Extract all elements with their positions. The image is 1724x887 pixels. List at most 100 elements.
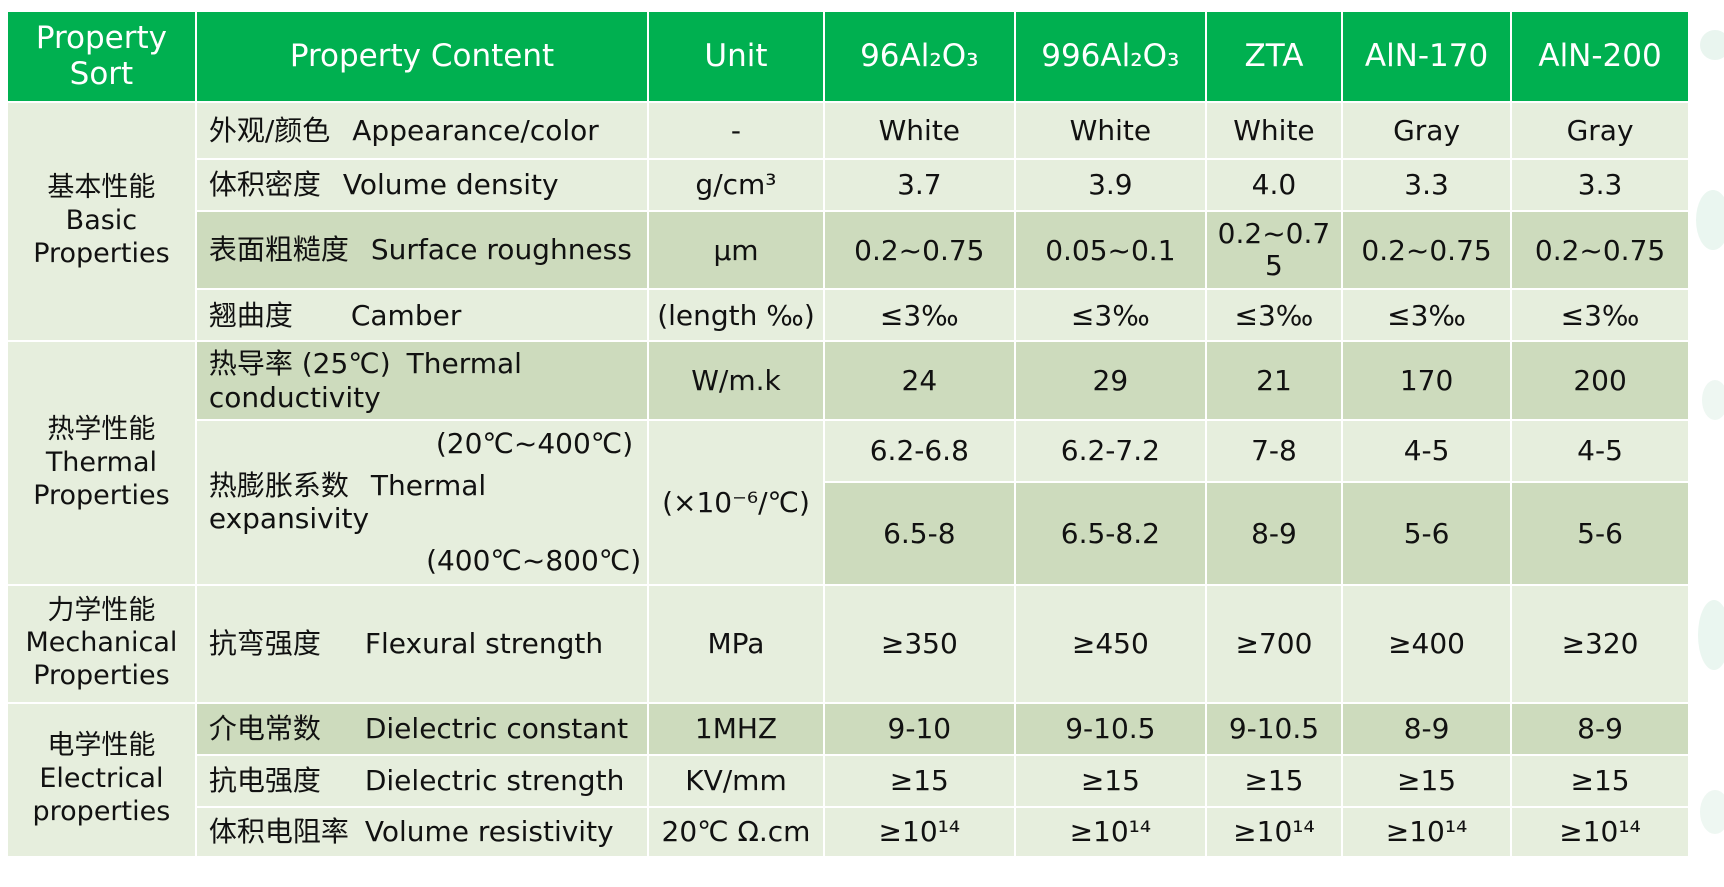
prop-en: Flexural strength <box>364 627 604 661</box>
prop-camber: 翘曲度 Camber <box>194 288 650 343</box>
table-row-expansion-2: 6.5-8 6.5-8.2 8-9 5-6 5-6 <box>7 481 1690 587</box>
prop-zh: 热导率 (25℃) <box>208 346 391 380</box>
prop-appearance: 外观/颜色 Appearance/color <box>194 101 650 160</box>
value-cell: ≥10¹⁴ <box>822 805 1016 859</box>
group-mechanical-zh: 力学性能 <box>47 594 156 626</box>
prop-zh: 体积电阻率 <box>208 815 349 849</box>
value-cell: ≥10¹⁴ <box>1510 805 1690 859</box>
prop-expansion: (20℃~400℃) 热膨胀系数 Thermal expansivity (400… <box>194 418 650 587</box>
value-cell: 170 <box>1341 340 1513 421</box>
header-unit: Unit <box>647 9 825 104</box>
value-cell: 8-9 <box>1204 481 1344 587</box>
value-cell: ≥450 <box>1013 584 1207 704</box>
prop-dielectric-strength: 抗电强度 Dielectric strength <box>194 753 650 808</box>
prop-zh: 介电常数 <box>208 711 321 745</box>
prop-en: Appearance/color <box>352 113 599 147</box>
value-cell: 200 <box>1510 340 1690 421</box>
group-basic-zh: 基本性能 <box>47 172 156 204</box>
table-row-resistivity: 体积电阻率 Volume resistivity 20℃ Ω.cm ≥10¹⁴ ≥… <box>7 805 1690 859</box>
group-electrical: 电学性能 Electrical properties <box>6 701 197 859</box>
value-cell: 8-9 <box>1341 701 1513 756</box>
unit-cell: - <box>647 101 825 160</box>
table-row-flexural: 力学性能 Mechanical Properties 抗弯强度 Flexural … <box>6 584 1690 704</box>
value-cell: ≥15 <box>1013 753 1207 808</box>
value-cell: 6.5-8 <box>822 481 1016 587</box>
value-cell: 0.2~0.75 <box>1341 209 1513 291</box>
value-cell: ≥400 <box>1341 584 1513 704</box>
prop-en: Thermal conductivity <box>208 346 522 414</box>
table-row-dielectric-strength: 抗电强度 Dielectric strength KV/mm ≥15 ≥15 ≥1… <box>7 753 1690 808</box>
value-cell: ≥10¹⁴ <box>1013 805 1207 859</box>
prop-conductivity: 热导率 (25℃) Thermal conductivity <box>194 340 650 421</box>
group-thermal: 热学性能 Thermal Properties <box>6 340 197 587</box>
value-cell: White <box>1013 101 1207 160</box>
value-cell: 6.5-8.2 <box>1013 481 1207 587</box>
unit-cell: KV/mm <box>647 753 825 808</box>
value-cell: 29 <box>1013 340 1207 421</box>
prop-density: 体积密度 Volume density <box>194 157 650 212</box>
header-aln170: AlN-170 <box>1341 9 1513 104</box>
value-cell: ≥15 <box>822 753 1016 808</box>
group-thermal-en: Thermal Properties <box>33 446 170 511</box>
header-zta: ZTA <box>1204 9 1344 104</box>
prop-dielectric-constant: 介电常数 Dielectric constant <box>194 701 650 756</box>
value-cell: 9-10.5 <box>1013 701 1207 756</box>
prop-en: Volume resistivity <box>364 815 614 849</box>
value-cell: ≥15 <box>1341 753 1513 808</box>
prop-en: Thermal expansivity <box>208 468 487 536</box>
header-96al2o3: 96Al₂O₃ <box>822 9 1016 104</box>
value-cell: ≥15 <box>1510 753 1690 808</box>
group-electrical-en: Electrical properties <box>32 763 171 828</box>
value-cell: 5-6 <box>1510 481 1690 587</box>
value-cell: 0.05~0.1 <box>1013 209 1207 291</box>
prop-resistivity: 体积电阻率 Volume resistivity <box>194 805 650 859</box>
value-cell: 7-8 <box>1204 418 1344 484</box>
unit-cell: MPa <box>647 584 825 704</box>
value-cell: ≥700 <box>1204 584 1344 704</box>
group-electrical-zh: 电学性能 <box>47 730 156 762</box>
header-property-content: Property Content <box>194 9 650 104</box>
value-cell: 0.2~0.75 <box>1204 209 1344 291</box>
group-mechanical: 力学性能 Mechanical Properties <box>6 584 197 704</box>
table-row-dielectric-constant: 电学性能 Electrical properties 介电常数 Dielectri… <box>6 701 1690 859</box>
value-cell: 6.2-7.2 <box>1013 418 1207 484</box>
value-cell: 6.2-6.8 <box>822 418 1016 484</box>
header-property-sort: Property Sort <box>6 9 197 104</box>
unit-cell: (×10⁻⁶/℃) <box>647 418 825 587</box>
unit-cell: 20℃ Ω.cm <box>647 805 825 859</box>
unit-cell: W/m.k <box>647 340 825 421</box>
value-cell: 4-5 <box>1341 418 1513 484</box>
value-cell: 0.2~0.75 <box>822 209 1016 291</box>
value-cell: 21 <box>1204 340 1344 421</box>
prop-zh: 体积密度 <box>208 168 321 202</box>
value-cell: Gray <box>1341 101 1513 160</box>
group-basic-en: Basic Properties <box>33 205 170 270</box>
prop-zh: 抗电强度 <box>208 764 321 798</box>
value-cell: ≤3‰ <box>1510 288 1690 343</box>
value-cell: Gray <box>1510 101 1690 160</box>
value-cell: ≤3‰ <box>1013 288 1207 343</box>
value-cell: 5-6 <box>1341 481 1513 587</box>
unit-cell: (length ‰) <box>647 288 825 343</box>
value-cell: 0.2~0.75 <box>1510 209 1690 291</box>
expansion-label: 热膨胀系数 Thermal expansivity <box>209 469 641 536</box>
value-cell: 9-10.5 <box>1204 701 1344 756</box>
value-cell: ≤3‰ <box>1204 288 1344 343</box>
unit-cell: μm <box>647 209 825 291</box>
table-row-roughness: 表面粗糙度 Surface roughness μm 0.2~0.75 0.05~… <box>7 209 1690 291</box>
prop-en: Volume density <box>342 168 559 202</box>
prop-zh: 热膨胀系数 <box>208 468 349 502</box>
prop-en: Dielectric strength <box>364 764 625 798</box>
value-cell: ≥10¹⁴ <box>1341 805 1513 859</box>
value-cell: ≥10¹⁴ <box>1204 805 1344 859</box>
properties-table: Property Sort Property Content Unit 96Al… <box>6 9 1690 859</box>
prop-en: Surface roughness <box>370 233 632 267</box>
value-cell: ≥350 <box>822 584 1016 704</box>
prop-zh: 抗弯强度 <box>208 627 321 661</box>
value-cell: White <box>822 101 1016 160</box>
header-996al2o3: 996Al₂O₃ <box>1013 9 1207 104</box>
prop-zh: 外观/颜色 <box>208 113 331 147</box>
value-cell: ≤3‰ <box>1341 288 1513 343</box>
prop-flexural: 抗弯强度 Flexural strength <box>194 584 650 704</box>
value-cell: ≤3‰ <box>822 288 1016 343</box>
